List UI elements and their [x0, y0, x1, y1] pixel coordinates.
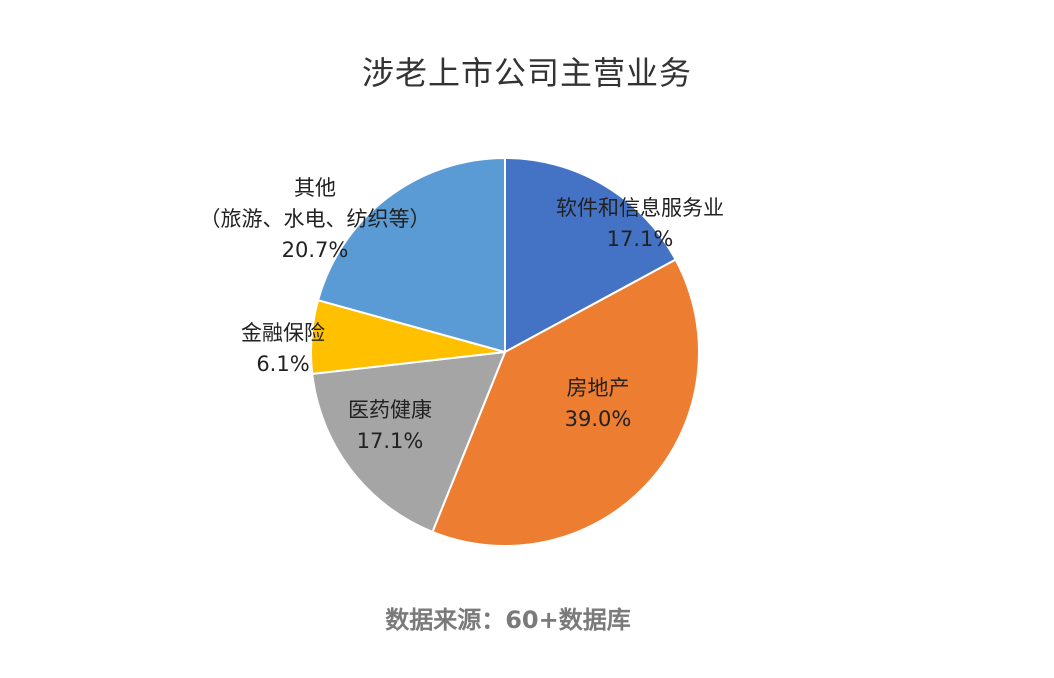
pie-slice-3 — [311, 350, 507, 534]
pie-slice-2 — [431, 258, 700, 547]
slice-percent-label: 20.7% — [282, 238, 349, 262]
slice-category-label: 其他 — [294, 176, 336, 200]
slice-percent-label: 6.1% — [256, 352, 309, 376]
slice-percent-label: 17.1% — [607, 227, 674, 251]
slice-category-label: 金融保险 — [241, 321, 325, 345]
pie-slice-5 — [316, 156, 506, 354]
slice-category-label: 医药健康 — [348, 398, 432, 422]
pie-labels: 软件和信息服务业 17.1% 房地产 39.0% 医药健康 17.1% 金融保险 6.1% 其他… — [200, 176, 725, 453]
slice-category-label: （旅游、水电、纺织等） — [200, 207, 431, 231]
slice-category-label: 房地产 — [567, 376, 630, 400]
slice-percent-label: 17.1% — [357, 429, 424, 453]
slice-percent-label: 39.0% — [565, 407, 632, 431]
slice-category-label: 软件和信息服务业 — [556, 196, 724, 220]
pie-slices — [310, 156, 700, 547]
chart-title: 涉老上市公司主营业务 — [361, 54, 692, 92]
data-source-note: 数据来源：60+数据库 — [385, 606, 631, 634]
pie-slice-1 — [504, 156, 677, 354]
